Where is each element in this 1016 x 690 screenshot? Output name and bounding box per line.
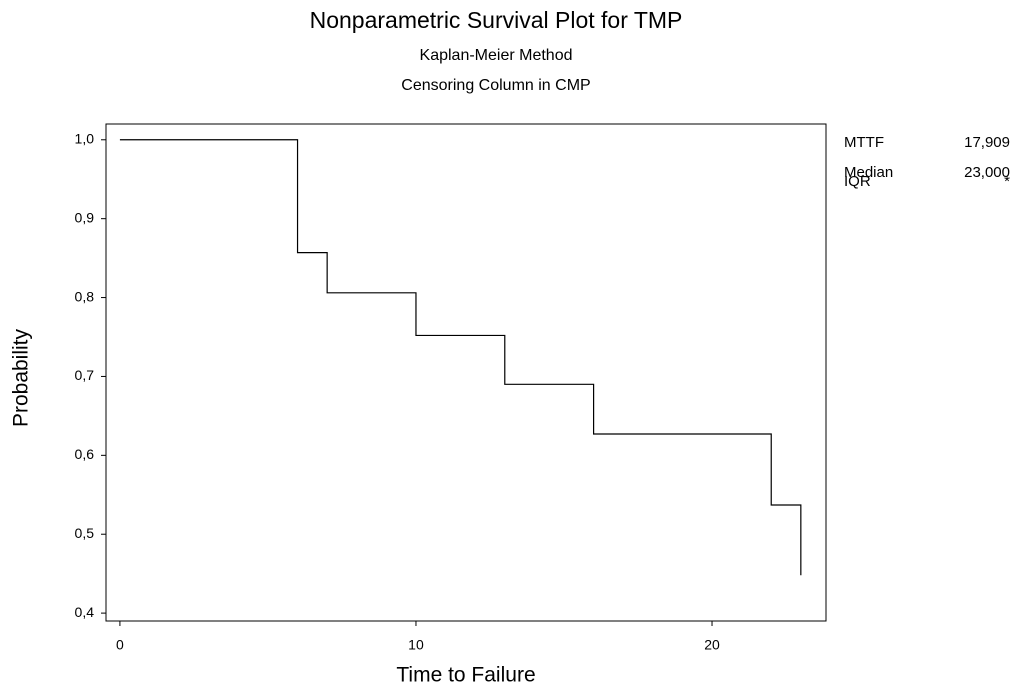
plot-frame [105, 123, 827, 622]
y-tick-label: 1,0 [75, 130, 95, 146]
y-tick-label: 0,9 [75, 209, 95, 225]
x-tick-label: 20 [704, 637, 720, 653]
x-tick-label: 10 [408, 637, 424, 653]
y-tick-label: 0,5 [75, 525, 95, 541]
x-tick-label: 0 [116, 637, 124, 653]
y-tick-label: 0,6 [75, 446, 95, 462]
stat-label: Median [844, 164, 893, 181]
y-tick-label: 0,8 [75, 288, 95, 304]
stat-value: * [1004, 173, 1010, 190]
x-axis-label: Time to Failure [396, 664, 535, 687]
survival-curve [119, 139, 802, 576]
stat-label: IQR [844, 173, 871, 190]
stat-value: 23,000 [964, 164, 1010, 181]
y-axis-label: Probability [10, 328, 33, 427]
y-tick-label: 0,7 [75, 367, 95, 383]
y-tick-label: 0,4 [75, 604, 95, 620]
chart-subtitle: Kaplan-Meier Method [420, 47, 573, 64]
chart-subtitle: Censoring Column in CMP [401, 77, 590, 94]
stat-label: MTTF [844, 134, 884, 151]
stat-value: 17,909 [964, 134, 1010, 151]
chart-title: Nonparametric Survival Plot for TMP [310, 7, 683, 33]
